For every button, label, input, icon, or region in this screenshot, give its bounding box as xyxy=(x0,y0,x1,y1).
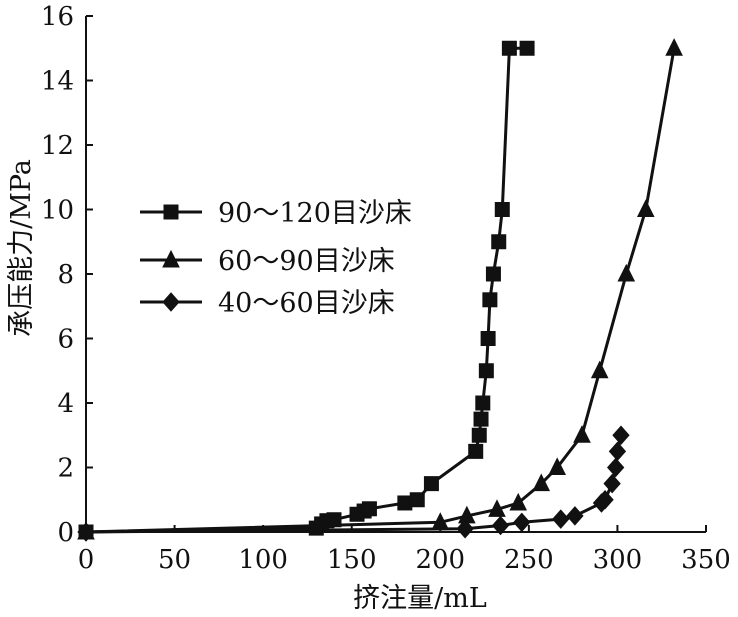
data-point-triangle xyxy=(548,457,567,475)
data-point-square xyxy=(501,40,517,56)
y-tick-label: 2 xyxy=(57,454,74,484)
data-point-diamond xyxy=(162,292,180,312)
x-ticks: 0 50 100 150 200 250 300 350 xyxy=(78,525,731,575)
legend-item: 90～120目沙床 xyxy=(140,198,412,229)
data-point-square xyxy=(326,512,342,528)
data-point-diamond xyxy=(612,425,630,446)
data-point-square xyxy=(471,427,487,443)
data-point-triangle xyxy=(532,473,551,492)
legend-item: 40～60目沙床 xyxy=(140,288,395,319)
x-tick-label: 350 xyxy=(681,545,731,575)
y-ticks: 0 2 4 6 8 10 12 14 16 xyxy=(41,2,93,548)
legend-label: 40～60目沙床 xyxy=(218,288,395,319)
y-tick-label: 6 xyxy=(57,325,74,355)
data-point-triangle xyxy=(590,360,609,379)
series-diamond xyxy=(77,425,630,542)
y-tick-label: 12 xyxy=(41,131,74,161)
data-point-diamond xyxy=(552,509,570,529)
data-point-triangle xyxy=(573,425,591,443)
data-point-diamond xyxy=(456,519,474,539)
legend-label: 90～120目沙床 xyxy=(218,198,412,229)
data-point-square xyxy=(494,202,510,217)
y-tick-label: 14 xyxy=(41,67,74,97)
x-tick-label: 100 xyxy=(238,545,288,575)
data-point-square xyxy=(409,492,425,508)
data-point-triangle xyxy=(617,263,636,282)
series-triangle xyxy=(77,38,683,540)
data-point-square xyxy=(468,443,484,459)
y-tick-label: 10 xyxy=(41,196,74,226)
data-point-diamond xyxy=(566,506,584,526)
data-point-square xyxy=(423,476,439,492)
data-point-diamond xyxy=(606,457,625,478)
series-layer xyxy=(77,38,683,542)
data-point-square xyxy=(519,40,535,56)
data-point-triangle xyxy=(665,38,683,56)
x-axis-title: 挤注量/mL xyxy=(353,583,487,614)
y-axis-title: 承压能力/MPa xyxy=(6,159,37,337)
legend-item: 60～90目沙床 xyxy=(140,246,395,277)
data-point-square xyxy=(478,363,494,379)
x-tick-label: 250 xyxy=(504,545,554,575)
y-tick-label: 16 xyxy=(41,2,74,32)
data-point-triangle xyxy=(636,199,655,217)
data-point-square xyxy=(491,234,507,250)
x-tick-label: 50 xyxy=(158,545,191,575)
data-point-triangle xyxy=(488,499,506,517)
data-point-diamond xyxy=(513,512,531,533)
data-point-diamond xyxy=(603,473,621,494)
x-tick-label: 0 xyxy=(78,545,95,575)
x-tick-label: 300 xyxy=(593,545,643,575)
data-point-diamond xyxy=(596,489,614,510)
data-point-square xyxy=(480,331,496,346)
data-point-triangle xyxy=(162,249,180,268)
data-point-diamond xyxy=(491,515,510,536)
data-point-square xyxy=(361,501,377,517)
data-point-square xyxy=(482,292,498,308)
x-tick-label: 150 xyxy=(327,545,377,575)
data-point-diamond xyxy=(77,522,95,542)
x-tick-label: 200 xyxy=(415,545,465,575)
y-tick-label: 0 xyxy=(57,518,74,548)
data-point-square xyxy=(163,204,179,220)
data-point-diamond xyxy=(608,441,627,462)
data-point-square xyxy=(485,266,501,282)
series-square xyxy=(78,40,535,540)
data-point-triangle xyxy=(509,492,528,511)
data-point-square xyxy=(475,395,491,411)
legend: 90～120目沙床 60～90目沙床 40～60目沙床 xyxy=(140,198,412,319)
y-tick-label: 8 xyxy=(57,260,74,290)
legend-label: 60～90目沙床 xyxy=(218,246,395,277)
y-tick-label: 4 xyxy=(57,389,74,419)
data-point-square xyxy=(473,411,489,427)
